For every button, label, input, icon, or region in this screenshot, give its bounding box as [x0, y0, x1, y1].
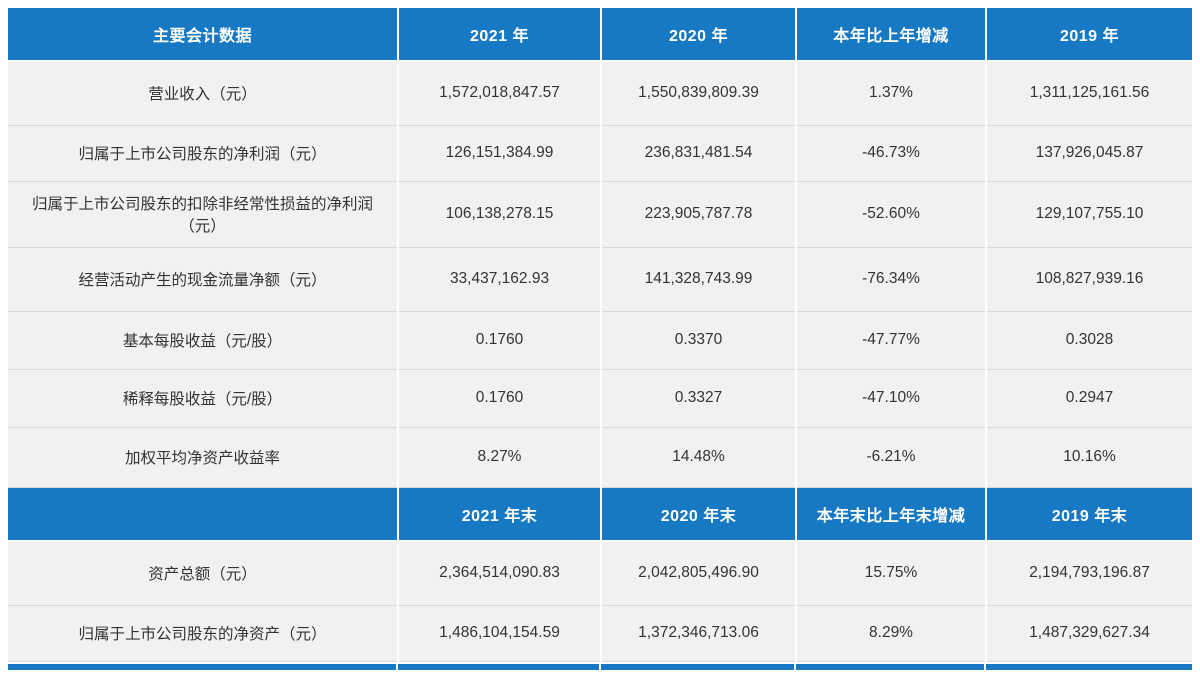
row-label: 归属于上市公司股东的净资产（元） [8, 605, 399, 662]
cell-change: 8.29% [796, 605, 987, 662]
row-label: 基本每股收益（元/股） [8, 311, 399, 370]
col-header-2019-end: 2019 年末 [986, 486, 1192, 542]
cropped-next-section-header-bar [8, 663, 1192, 670]
cropped-header-segment [601, 663, 794, 670]
cropped-header-segment [398, 663, 599, 670]
cell-2019: 1,311,125,161.56 [986, 61, 1192, 126]
cell-2019: 0.2947 [986, 369, 1192, 428]
cell-2019: 2,194,793,196.87 [986, 541, 1192, 606]
cropped-header-segment [986, 663, 1192, 670]
cell-2021: 0.1760 [398, 311, 602, 370]
col-header-2020-end: 2020 年末 [601, 486, 797, 542]
table-row-net-profit-excl-nonrecurring: 归属于上市公司股东的扣除非经常性损益的净利润（元） 106,138,278.15… [8, 181, 1192, 248]
cell-2020: 2,042,805,496.90 [601, 541, 797, 606]
cell-change: 1.37% [796, 61, 987, 126]
table-row-diluted-eps: 稀释每股收益（元/股） 0.1760 0.3327 -47.10% 0.2947 [8, 369, 1192, 428]
row-label: 经营活动产生的现金流量净额（元） [8, 247, 399, 312]
row-label: 归属于上市公司股东的净利润（元） [8, 125, 399, 182]
cell-2021: 1,486,104,154.59 [398, 605, 602, 662]
table-row-basic-eps: 基本每股收益（元/股） 0.1760 0.3370 -47.77% 0.3028 [8, 311, 1192, 370]
col-header-2021: 2021 年 [398, 8, 602, 62]
cell-2021: 1,572,018,847.57 [398, 61, 602, 126]
cell-change: -52.60% [796, 181, 987, 248]
col-header-2020: 2020 年 [601, 8, 797, 62]
cell-2020: 1,372,346,713.06 [601, 605, 797, 662]
row-label: 营业收入（元） [8, 61, 399, 126]
table-row-revenue: 营业收入（元） 1,572,018,847.57 1,550,839,809.3… [8, 61, 1192, 126]
table-row-net-assets: 归属于上市公司股东的净资产（元） 1,486,104,154.59 1,372,… [8, 605, 1192, 662]
col-header-2019: 2019 年 [986, 8, 1192, 62]
cell-2019: 0.3028 [986, 311, 1192, 370]
year-end-header-row: 2021 年末 2020 年末 本年末比上年末增减 2019 年末 [8, 486, 1192, 542]
cell-2021: 126,151,384.99 [398, 125, 602, 182]
cell-2021: 8.27% [398, 427, 602, 488]
cell-2021: 106,138,278.15 [398, 181, 602, 248]
col-header-yoy-end-change: 本年末比上年末增减 [796, 486, 987, 542]
col-header-metric: 主要会计数据 [8, 8, 399, 62]
table-row-operating-cash-flow: 经营活动产生的现金流量净额（元） 33,437,162.93 141,328,7… [8, 247, 1192, 312]
cell-2020: 236,831,481.54 [601, 125, 797, 182]
key-accounting-data-table: 主要会计数据 2021 年 2020 年 本年比上年增减 2019 年 营业收入… [8, 8, 1192, 662]
cell-2020: 141,328,743.99 [601, 247, 797, 312]
annual-header-row: 主要会计数据 2021 年 2020 年 本年比上年增减 2019 年 [8, 8, 1192, 62]
table-row-weighted-avg-roe: 加权平均净资产收益率 8.27% 14.48% -6.21% 10.16% [8, 427, 1192, 488]
row-label: 加权平均净资产收益率 [8, 427, 399, 488]
cell-2021: 33,437,162.93 [398, 247, 602, 312]
col-header-2021-end: 2021 年末 [398, 486, 602, 542]
cell-2020: 1,550,839,809.39 [601, 61, 797, 126]
cell-change: -6.21% [796, 427, 987, 488]
cropped-header-segment [8, 663, 396, 670]
cell-2020: 0.3327 [601, 369, 797, 428]
cell-change: -47.77% [796, 311, 987, 370]
cell-2019: 108,827,939.16 [986, 247, 1192, 312]
cell-2019: 137,926,045.87 [986, 125, 1192, 182]
row-label: 归属于上市公司股东的扣除非经常性损益的净利润（元） [8, 181, 399, 248]
cell-2020: 223,905,787.78 [601, 181, 797, 248]
cell-2019: 1,487,329,627.34 [986, 605, 1192, 662]
col-header-yoy-change: 本年比上年增减 [796, 8, 987, 62]
row-label: 资产总额（元） [8, 541, 399, 606]
cell-change: 15.75% [796, 541, 987, 606]
cell-change: -46.73% [796, 125, 987, 182]
cell-2019: 129,107,755.10 [986, 181, 1192, 248]
row-label: 稀释每股收益（元/股） [8, 369, 399, 428]
cell-change: -76.34% [796, 247, 987, 312]
table-row-net-profit: 归属于上市公司股东的净利润（元） 126,151,384.99 236,831,… [8, 125, 1192, 182]
col-header-blank [8, 486, 399, 542]
table-row-total-assets: 资产总额（元） 2,364,514,090.83 2,042,805,496.9… [8, 541, 1192, 606]
cell-2020: 0.3370 [601, 311, 797, 370]
cropped-header-segment [796, 663, 984, 670]
cell-change: -47.10% [796, 369, 987, 428]
cell-2019: 10.16% [986, 427, 1192, 488]
cell-2020: 14.48% [601, 427, 797, 488]
cell-2021: 0.1760 [398, 369, 602, 428]
cell-2021: 2,364,514,090.83 [398, 541, 602, 606]
